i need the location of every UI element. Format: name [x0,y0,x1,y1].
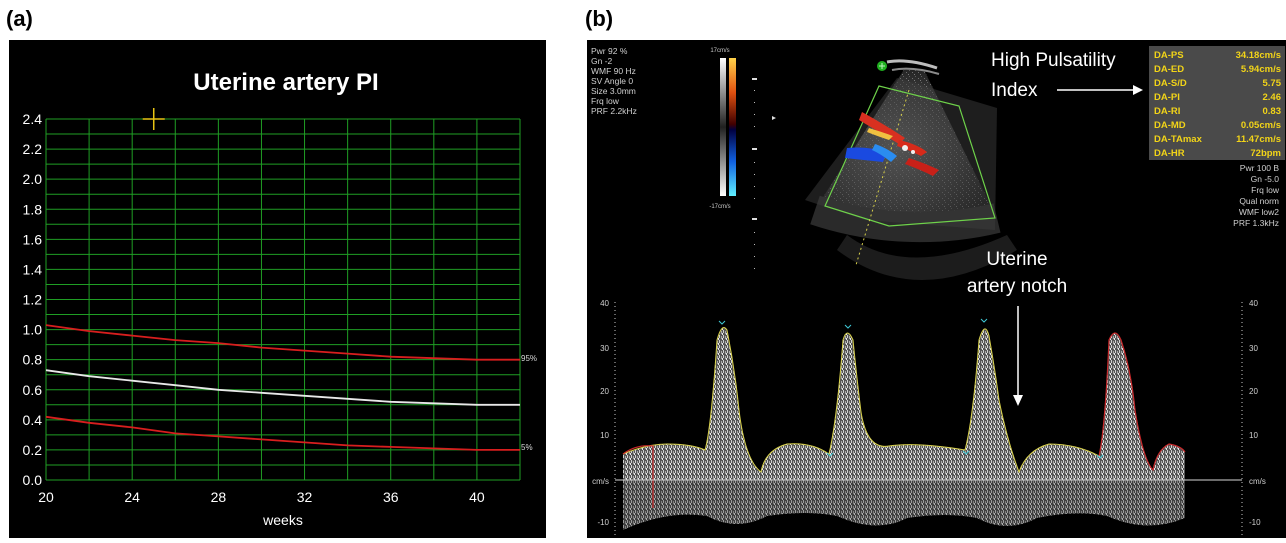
measure-label-tamax: DA-TAmax [1154,134,1203,145]
y-tick-label: 1.8 [23,201,43,217]
y-tick-label: 2.0 [23,171,43,187]
panel-b-label: (b) [585,6,614,31]
setting-right-frq: Frq low [1251,185,1280,195]
series-line-95th-percentile [45,324,520,361]
measure-label-md: DA-MD [1154,120,1186,131]
scale-left-20: 20 [600,387,609,396]
scale-right-20: 20 [1249,387,1258,396]
measure-value-sd: 5.75 [1263,78,1282,89]
series-line-5th-percentile [45,415,520,451]
y-axis-ticks: 0.0 0.2 0.4 0.6 0.8 1.0 1.2 1.4 1.6 1.8 2.0 2.2 2.4 [23,111,43,488]
measure-value-ri: 0.83 [1263,106,1282,117]
measure-value-tamax: 11.47cm/s [1236,134,1281,145]
series-line-median [45,369,520,406]
notch-annotation-line2: artery notch [967,276,1067,297]
setting-pwr: Pwr 92 % [591,46,628,56]
crosshair-marker [142,108,165,130]
percentile-95-label: 95% [521,354,537,363]
setting-frq: Frq low [591,96,620,106]
measure-value-ps: 34.18cm/s [1236,50,1281,61]
pi-reference-chart: Uterine artery PI 0.0 0.2 0.4 0.6 0.8 1.0 1.2 1… [23,69,537,528]
measure-value-hr: 72bpm [1250,148,1281,159]
pi-annotation-line2: Index [991,80,1038,101]
scale-right-unit: cm/s [1249,477,1266,486]
left-velocity-scale: 40 30 20 10 cm/s -10 [592,299,609,527]
notch-annotation-line1: Uterine [986,249,1047,270]
y-tick-label: 1.2 [23,292,43,308]
setting-right-pwr: Pwr 100 B [1240,163,1280,173]
scale-right-30: 30 [1249,344,1258,353]
doppler-ultrasound-panel: Pwr 92 % Gn -2 WMF 90 Hz SV Angle 0 Size… [587,40,1286,538]
scale-left-40: 40 [600,299,609,308]
setting-sv-angle: SV Angle 0 [591,76,633,86]
spectral-doppler-trace: 40 30 20 10 cm/s -10 40 30 20 10 cm/s -1… [592,299,1266,538]
pi-annotation-line1: High Pulsatility [991,50,1116,71]
x-tick-label: 40 [469,489,485,505]
doppler-measurements-box: DA-PS 34.18cm/s DA-ED 5.94cm/s DA-S/D 5.… [1149,46,1285,160]
doppler-settings-left: Pwr 92 % Gn -2 WMF 90 Hz SV Angle 0 Size… [591,46,637,116]
panel-a-label: (a) [6,6,33,31]
measure-label-ed: DA-ED [1154,64,1184,75]
y-tick-label: 2.4 [23,111,43,127]
setting-right-prf: PRF 1.3kHz [1233,218,1279,228]
measure-value-ed: 5.94cm/s [1241,64,1281,75]
notch-annotation: Uterine artery notch [967,249,1067,406]
bmode-sector-image [805,59,1017,280]
scale-left-10: 10 [600,431,609,440]
pi-reference-chart-panel: Uterine artery PI 0.0 0.2 0.4 0.6 0.8 1.0 1.2 1… [9,40,546,538]
scale-right-minus10: -10 [1249,518,1261,527]
y-tick-label: 1.6 [23,231,43,247]
chart-title: Uterine artery PI [193,69,378,96]
measure-label-ps: DA-PS [1154,50,1184,61]
color-flow-signal [845,112,939,176]
measure-value-pi: 2.46 [1263,92,1282,103]
x-axis-ticks: 20 24 28 32 36 40 [38,489,485,505]
scale-left-30: 30 [600,344,609,353]
scale-right-10: 10 [1249,431,1258,440]
doppler-ultrasound-image: Pwr 92 % Gn -2 WMF 90 Hz SV Angle 0 Size… [591,46,1285,538]
measure-value-md: 0.05cm/s [1241,120,1281,131]
y-tick-label: 1.4 [23,261,43,277]
pi-annotation: High Pulsatility Index [991,50,1143,101]
y-tick-label: 0.6 [23,382,43,398]
scale-left-minus10: -10 [597,518,609,527]
colorbar-bottom-label: -17cm/s [709,204,730,210]
setting-right-gain: Gn -5.0 [1251,174,1280,184]
measure-label-sd: DA-S/D [1154,78,1187,89]
x-tick-label: 20 [38,489,54,505]
y-tick-label: 1.0 [23,322,43,338]
setting-size: Size 3.0mm [591,86,636,96]
x-tick-label: 24 [124,489,140,505]
colorbar-top-label: 17cm/s [710,48,729,54]
setting-right-qual: Qual norm [1239,196,1279,206]
y-tick-label: 0.0 [23,472,43,488]
y-tick-label: 0.8 [23,352,43,368]
setting-wmf: WMF 90 Hz [591,66,636,76]
x-axis-label: weeks [262,512,303,528]
doppler-settings-right: Pwr 100 B Gn -5.0 Frq low Qual norm WMF … [1233,163,1280,228]
scale-left-unit: cm/s [592,477,609,486]
setting-right-wmf: WMF low2 [1239,207,1279,217]
velocity-color-bar: 17cm/s -17cm/s [709,48,776,269]
setting-gain: Gn -2 [591,56,613,66]
x-tick-label: 32 [297,489,313,505]
probe-orientation-icon [877,61,887,71]
x-tick-label: 36 [383,489,399,505]
measure-label-pi: DA-PI [1154,92,1180,103]
chart-series [45,324,520,451]
scale-right-40: 40 [1249,299,1258,308]
measure-label-ri: DA-RI [1154,106,1180,117]
y-tick-label: 2.2 [23,141,43,157]
setting-prf: PRF 2.2kHz [591,106,637,116]
right-velocity-scale: 40 30 20 10 cm/s -10 [1249,299,1266,527]
percentile-5-label: 5% [521,443,533,452]
chart-grid [45,118,521,481]
peak-markers [718,318,1104,459]
measure-label-hr: DA-HR [1154,148,1185,159]
y-tick-label: 0.2 [23,442,43,458]
y-tick-label: 0.4 [23,412,43,428]
x-tick-label: 28 [211,489,227,505]
